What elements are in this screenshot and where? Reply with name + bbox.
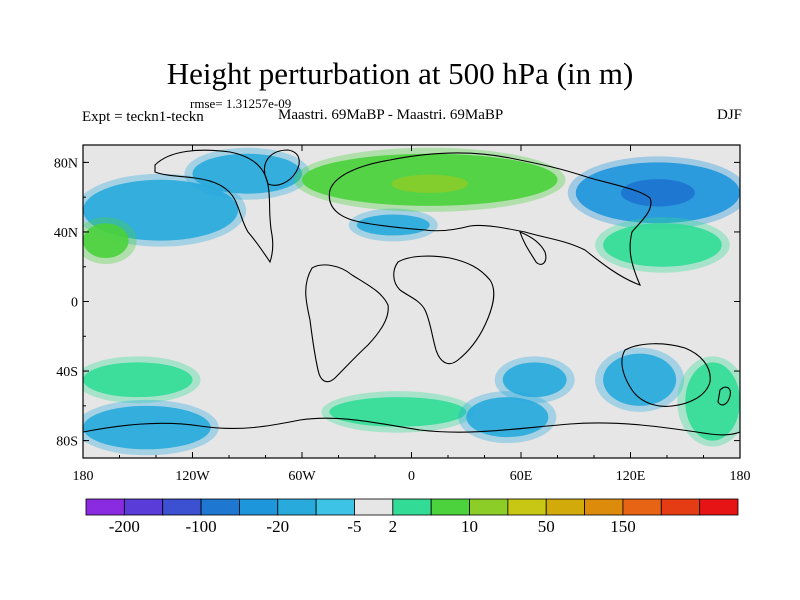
anomaly-region xyxy=(83,173,247,247)
antarctica-coastline xyxy=(83,417,740,436)
longitude-axis: 180 120W 60W 0 60E 120E 180 xyxy=(73,145,751,484)
colorbar-swatch xyxy=(507,498,547,516)
season-label: DJF xyxy=(716,107,742,123)
south-america-coastline xyxy=(305,264,389,383)
lat-tick-label: 40N xyxy=(54,226,78,241)
eurasia-coastline xyxy=(328,152,652,286)
anomaly-region xyxy=(458,391,557,444)
comparison-label: Maastri. 69MaBP - Maastri. 69MaBP xyxy=(278,107,504,123)
anomaly-region xyxy=(348,208,438,242)
india-coastline xyxy=(519,231,547,265)
lon-tick-label: 60W xyxy=(288,469,316,484)
colorbar-swatch xyxy=(354,498,394,516)
colorbar-swatch xyxy=(622,498,662,516)
anomaly-region xyxy=(677,356,740,447)
anomaly-region xyxy=(83,217,137,265)
colorbar-swatch xyxy=(277,498,317,516)
plot-title: Height perturbation at 500 hPa (in m) xyxy=(166,56,634,91)
colorbar-swatch xyxy=(584,498,624,516)
anomaly-region xyxy=(294,147,566,212)
experiment-label: Expt = teckn1-teckn xyxy=(82,109,204,125)
lat-tick-label: 40S xyxy=(56,365,78,380)
lat-tick-label: 80N xyxy=(54,156,78,171)
anomaly-region xyxy=(83,356,201,404)
africa-coastline xyxy=(393,255,495,365)
colorbar-label: 2 xyxy=(389,517,398,536)
anomaly-layer xyxy=(83,147,740,456)
anomaly-region xyxy=(184,147,310,200)
anomaly-region xyxy=(595,347,685,412)
colorbar-swatch xyxy=(315,498,355,516)
anomaly-region xyxy=(567,156,740,230)
colorbar-swatch xyxy=(200,498,240,516)
lon-tick-label: 120E xyxy=(616,469,646,484)
colorbar-label: 10 xyxy=(461,517,478,536)
colorbar-label: 50 xyxy=(538,517,555,536)
lon-tick-label: 180 xyxy=(730,469,751,484)
colorbar-label: -5 xyxy=(347,517,361,536)
colorbar-swatch xyxy=(660,498,701,516)
colorbar: -200 -100 -20 -5 2 10 50 150 xyxy=(85,498,739,536)
anomaly-region xyxy=(595,217,730,273)
anomaly-region xyxy=(321,391,475,433)
coastline-layer xyxy=(83,149,740,436)
colorbar-swatch xyxy=(469,498,509,516)
greenland-coastline xyxy=(263,149,300,186)
anomaly-region xyxy=(494,356,575,404)
colorbar-label: -20 xyxy=(266,517,289,536)
lon-tick-label: 120W xyxy=(175,469,210,484)
colorbar-swatch xyxy=(430,498,470,516)
lat-tick-label: 0 xyxy=(71,296,78,311)
latitude-axis: 80N 40N 0 40S 80S xyxy=(54,156,740,450)
lon-tick-label: 0 xyxy=(408,469,415,484)
colorbar-swatch xyxy=(239,498,279,516)
colorbar-swatch xyxy=(545,498,585,516)
new-zealand-coastline xyxy=(717,386,731,406)
lon-tick-label: 60E xyxy=(510,469,533,484)
colorbar-swatch xyxy=(699,498,739,516)
colorbar-swatch xyxy=(392,498,432,516)
lon-tick-label: 180 xyxy=(73,469,94,484)
colorbar-label: 150 xyxy=(610,517,636,536)
rmse-label: rmse= 1.31257e-09 xyxy=(190,96,292,111)
colorbar-swatch xyxy=(162,498,202,516)
colorbar-swatch xyxy=(85,498,125,516)
lat-tick-label: 80S xyxy=(56,435,78,450)
north-america-coastline xyxy=(154,149,274,264)
colorbar-label: -200 xyxy=(109,517,140,536)
australia-coastline xyxy=(621,343,711,407)
colorbar-label: -100 xyxy=(185,517,216,536)
anomaly-region xyxy=(83,399,219,456)
colorbar-swatch xyxy=(123,498,164,516)
